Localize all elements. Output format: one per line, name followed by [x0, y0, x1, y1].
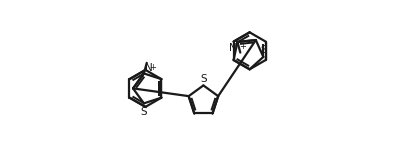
Text: N: N: [229, 43, 237, 53]
Text: S: S: [200, 74, 207, 85]
Text: N: N: [145, 63, 152, 73]
Text: S: S: [261, 45, 267, 55]
Text: +: +: [149, 63, 156, 72]
Text: S: S: [140, 107, 147, 117]
Text: +: +: [239, 42, 246, 51]
